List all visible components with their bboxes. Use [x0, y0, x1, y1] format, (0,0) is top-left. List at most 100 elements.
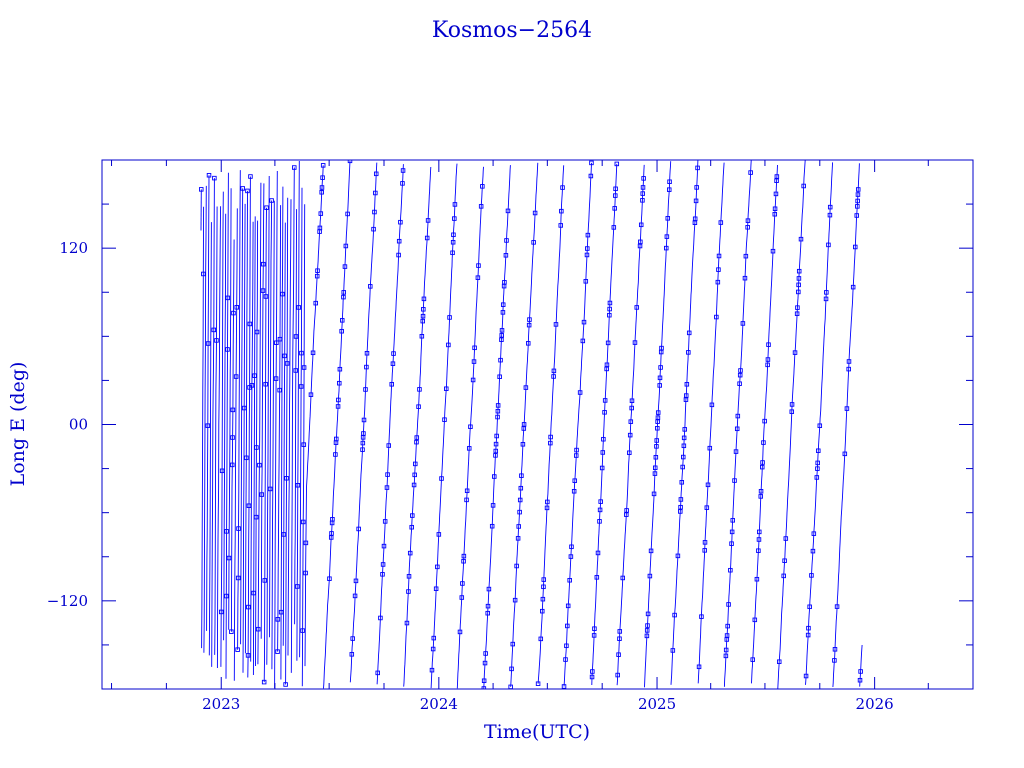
data-point [481, 678, 487, 683]
data-point [602, 398, 608, 403]
data-point [482, 660, 488, 666]
data-point [451, 232, 456, 238]
data-point [349, 652, 355, 657]
data-point [770, 248, 776, 254]
data-point [696, 664, 702, 670]
data-point [526, 322, 532, 328]
data-point [531, 240, 536, 245]
data-point [620, 575, 626, 581]
data-point [384, 485, 390, 490]
data-point [760, 464, 765, 470]
data-point [724, 633, 730, 638]
data-point [280, 291, 285, 297]
series-line [832, 163, 860, 688]
data-point [411, 482, 417, 488]
data-point [809, 573, 814, 578]
data-point [420, 318, 425, 324]
data-point [341, 290, 346, 295]
data-point [855, 187, 861, 192]
data-point [254, 445, 259, 450]
data-point [334, 436, 339, 442]
data-point [412, 472, 417, 478]
data-point [601, 436, 606, 442]
data-point [795, 305, 800, 310]
data-point [683, 397, 689, 402]
series-line [777, 160, 806, 689]
data-point [629, 398, 635, 403]
data-point [682, 427, 688, 432]
data-point [205, 423, 211, 428]
data-point [364, 364, 369, 370]
data-point [498, 357, 503, 363]
data-point [378, 615, 383, 621]
data-point [686, 330, 692, 336]
data-point [580, 338, 586, 344]
x-tick-label: 2024 [420, 695, 458, 713]
data-point [826, 242, 831, 248]
series-line [214, 206, 218, 655]
data-point [613, 186, 618, 192]
data-point [681, 435, 687, 441]
data-point [461, 553, 467, 559]
data-point [653, 455, 659, 460]
data-point [735, 413, 741, 419]
data-point [235, 647, 240, 652]
data-point [745, 218, 751, 223]
data-point [303, 570, 308, 576]
data-point [678, 504, 683, 510]
data-point [248, 174, 253, 179]
data-point [450, 250, 455, 256]
data-point [341, 294, 346, 300]
data-point [748, 170, 753, 175]
data-point [464, 497, 469, 503]
data-point [521, 422, 527, 427]
data-point [500, 310, 506, 315]
data-point [807, 604, 812, 610]
data-point [267, 486, 273, 492]
data-point [709, 402, 715, 408]
data-point [293, 368, 299, 373]
data-point [789, 402, 795, 407]
data-point [803, 673, 809, 679]
data-point [475, 275, 481, 280]
data-point [718, 220, 724, 225]
data-point [476, 263, 481, 268]
data-point [615, 672, 620, 678]
data-point [257, 462, 262, 468]
data-point [754, 576, 760, 582]
data-point [634, 305, 640, 310]
data-point [335, 404, 341, 409]
data-point [330, 516, 335, 522]
data-point [444, 386, 449, 391]
data-point [832, 647, 838, 652]
data-point [504, 238, 509, 243]
data-point [592, 626, 597, 631]
data-point [654, 438, 659, 443]
data-point [313, 300, 318, 306]
data-point [827, 212, 833, 218]
data-point [320, 163, 326, 168]
data-point [214, 338, 219, 343]
data-point [421, 296, 427, 302]
data-point [589, 674, 595, 680]
data-point [644, 628, 650, 633]
data-point [499, 337, 504, 342]
series-line [237, 170, 241, 650]
data-point [240, 186, 245, 191]
data-point [489, 523, 495, 529]
data-point [756, 537, 762, 542]
data-point [805, 632, 811, 638]
data-point [607, 306, 612, 312]
data-point [318, 211, 324, 216]
data-point [277, 336, 283, 342]
data-point [295, 483, 301, 488]
data-point [667, 179, 672, 184]
data-point [259, 492, 265, 497]
y-tick-label: 00 [69, 416, 88, 434]
data-point [521, 426, 527, 431]
data-point [726, 602, 731, 607]
data-point [385, 472, 390, 477]
data-point [565, 603, 571, 609]
data-point [261, 261, 266, 267]
